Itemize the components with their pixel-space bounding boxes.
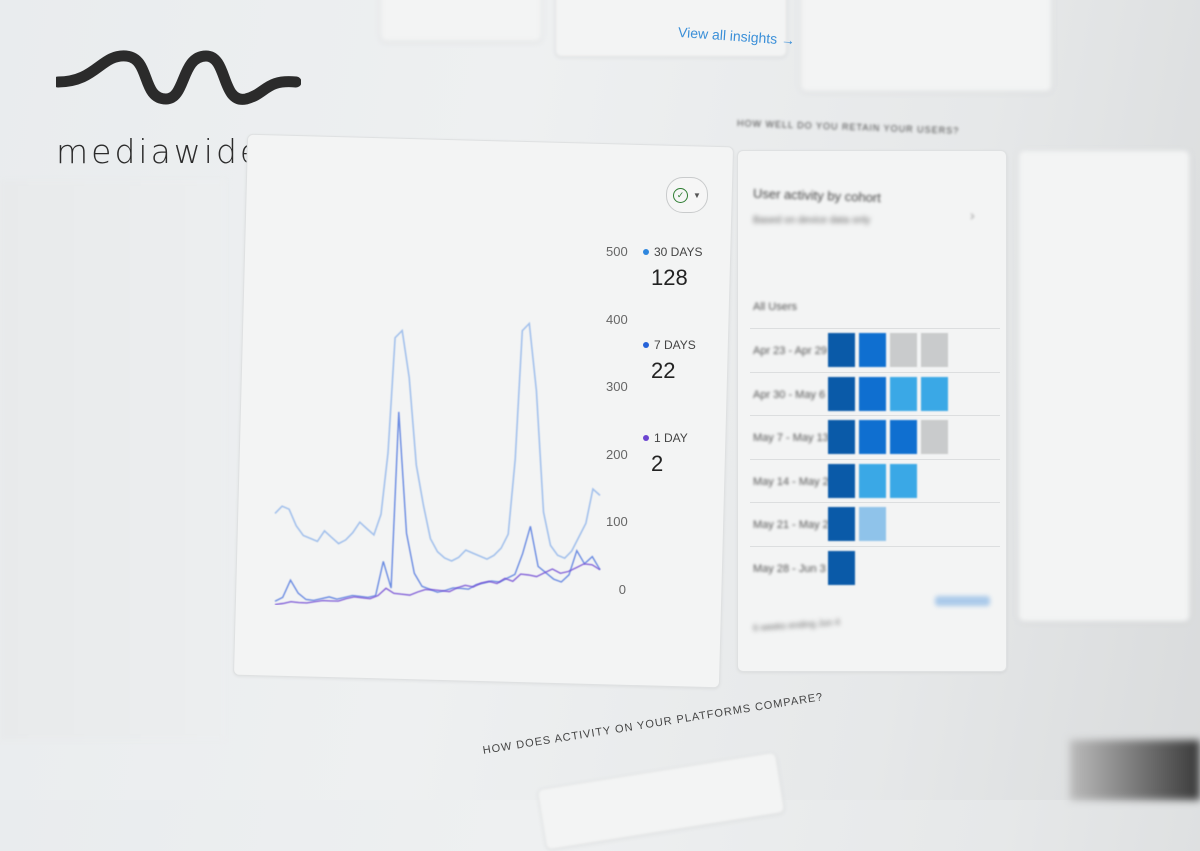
cohort-cell <box>859 333 886 367</box>
series-line-1-day <box>274 563 601 605</box>
mediawide-logo: mediawide <box>56 44 301 171</box>
cohort-cell <box>890 333 917 367</box>
retention-section-title: HOW WELL DO YOU RETAIN YOUR USERS? <box>736 118 960 136</box>
legend-dot-icon <box>643 435 649 441</box>
cohort-cell <box>921 376 948 411</box>
check-circle-icon: ✓ <box>673 187 689 203</box>
cohort-row-label: May 28 - Jun 3 <box>753 562 826 575</box>
chevron-down-icon: ▼ <box>693 190 701 200</box>
legend-label: 7 DAYS <box>643 338 696 352</box>
legend-item: 30 DAYS 128 <box>643 245 702 291</box>
cohort-subtitle: Based on device data only <box>753 215 871 226</box>
legend-dot-icon <box>643 249 649 255</box>
arrow-right-icon: → <box>780 31 796 49</box>
filter-button[interactable]: ✓ ▼ <box>666 177 708 213</box>
cohort-card <box>737 150 1007 672</box>
legend-item: 1 DAY 2 <box>643 431 688 477</box>
all-users-label: All Users <box>753 301 798 313</box>
cohort-cell <box>859 376 886 411</box>
y-tick-label: 100 <box>606 514 628 530</box>
cohort-cell <box>828 507 855 541</box>
y-tick-label: 200 <box>606 446 628 462</box>
cohort-row-label: Apr 30 - May 6 <box>753 388 826 401</box>
top-card-right <box>800 0 1052 92</box>
series-line-30-days <box>274 321 601 562</box>
y-tick-label: 0 <box>618 582 626 597</box>
row-divider <box>750 502 1000 503</box>
cohort-row-label: May 14 - May 20 <box>753 475 835 488</box>
monitor-edge <box>1070 740 1200 800</box>
active-users-line-chart <box>274 321 601 605</box>
view-cohorts-link[interactable] <box>935 596 990 606</box>
cohort-cell <box>890 376 917 411</box>
cohort-cell <box>859 463 886 498</box>
platforms-card <box>536 751 786 851</box>
logo-text: mediawide <box>56 132 264 171</box>
legend-label: 1 DAY <box>643 431 688 445</box>
legend-value: 2 <box>651 451 664 476</box>
y-tick-label: 400 <box>606 311 628 327</box>
cohort-cell <box>921 333 948 367</box>
legend-value: 128 <box>651 265 688 290</box>
row-divider <box>750 458 1000 460</box>
cohort-row-label: May 7 - May 13 <box>753 432 829 444</box>
top-card-insights <box>555 0 787 57</box>
cohort-cell <box>828 376 855 411</box>
logo-wave-icon <box>56 50 301 105</box>
legend-value: 22 <box>651 358 676 383</box>
legend-label: 30 DAYS <box>643 245 702 259</box>
top-card-left <box>380 0 542 42</box>
series-line-7-days <box>274 411 601 602</box>
row-divider <box>750 415 1000 416</box>
cohort-menu-button[interactable]: › <box>970 207 975 223</box>
legend-dot-icon <box>643 342 649 348</box>
platforms-section-title: HOW DOES ACTIVITY ON YOUR PLATFORMS COMP… <box>482 691 825 757</box>
y-tick-label: 500 <box>606 244 628 259</box>
row-divider <box>750 371 1000 373</box>
cohort-cell <box>859 507 886 541</box>
cohort-cell <box>828 463 855 498</box>
row-divider <box>750 545 1000 547</box>
legend-item: 7 DAYS 22 <box>643 338 696 384</box>
cohort-cell <box>828 333 855 367</box>
cohort-cell <box>890 420 917 454</box>
cohort-cell <box>828 420 855 454</box>
y-tick-label: 300 <box>606 379 628 395</box>
cohort-row-label: Apr 23 - Apr 29 <box>753 345 827 357</box>
cohort-cell <box>890 463 917 498</box>
cohort-cell <box>828 550 855 585</box>
left-panel <box>0 180 225 740</box>
cohort-row-label: May 21 - May 27 <box>753 519 835 531</box>
cohort-cell <box>859 420 886 454</box>
right-card <box>1018 150 1190 622</box>
cohort-cell <box>921 420 948 454</box>
row-divider <box>750 328 1000 329</box>
